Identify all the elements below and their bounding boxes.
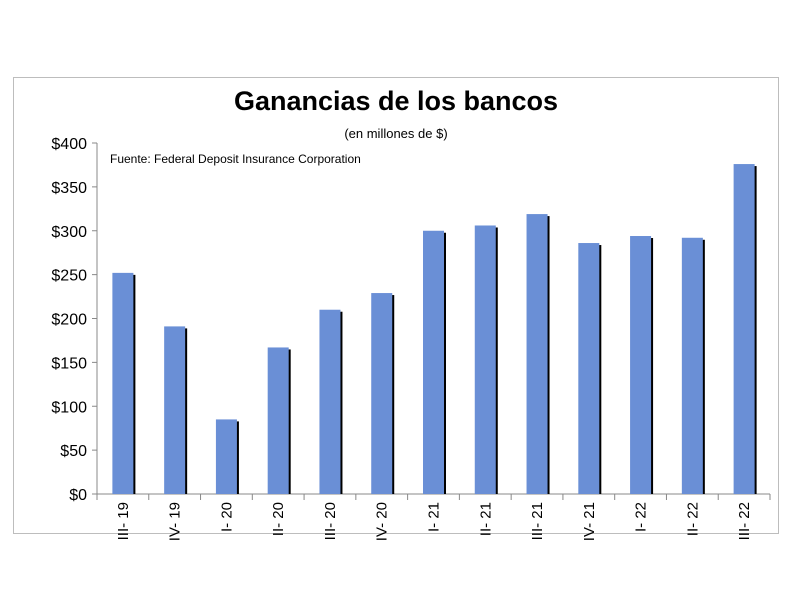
y-tick-label: $350 xyxy=(51,180,87,197)
chart-title: Ganancias de los bancos xyxy=(233,86,559,116)
chart-subtitle: (en millones de $) xyxy=(344,126,448,141)
x-category-label: III- 20 xyxy=(322,502,339,540)
chart-source-note: Fuente: Federal Deposit Insurance Corpor… xyxy=(110,152,361,166)
x-category-label: I- 20 xyxy=(218,502,235,532)
bar xyxy=(474,225,496,495)
bar xyxy=(371,293,393,494)
x-category-label: II- 22 xyxy=(684,502,701,536)
bar xyxy=(423,230,444,494)
x-category-label: III- 22 xyxy=(736,502,753,540)
x-category-label: I- 22 xyxy=(633,502,650,532)
x-category-label: IV- 19 xyxy=(167,502,184,541)
y-tick-label: $400 xyxy=(51,136,87,153)
y-tick-label: $0 xyxy=(69,487,87,504)
x-category-label: I- 21 xyxy=(426,502,443,532)
y-tick-label: $300 xyxy=(51,224,87,241)
bar xyxy=(578,243,600,494)
bar xyxy=(164,326,186,494)
x-category-label: IV- 20 xyxy=(374,502,391,541)
y-tick-label: $100 xyxy=(51,399,87,416)
y-tick-label: $150 xyxy=(51,355,87,372)
y-tick-label: $250 xyxy=(51,268,87,285)
y-tick-label: $200 xyxy=(51,312,87,329)
bar xyxy=(526,214,548,494)
bar xyxy=(630,236,652,494)
bar xyxy=(733,164,755,494)
bar xyxy=(681,237,703,494)
x-category-label: II- 21 xyxy=(477,502,494,536)
x-category-label: III- 19 xyxy=(115,502,132,540)
bar xyxy=(267,347,289,494)
bar xyxy=(112,272,134,494)
bar xyxy=(319,309,341,494)
x-category-label: IV- 21 xyxy=(581,502,598,541)
y-tick-label: $50 xyxy=(60,443,87,460)
x-category-label: II- 20 xyxy=(270,502,287,536)
x-category-label: III- 21 xyxy=(529,502,546,540)
bar xyxy=(215,419,237,494)
